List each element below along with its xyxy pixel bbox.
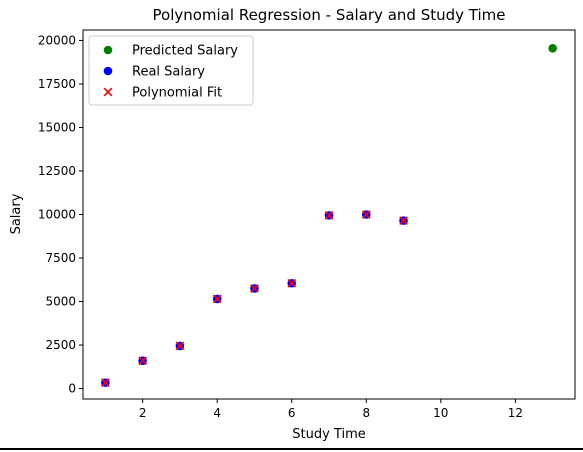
- y-axis-label: Salary: [9, 193, 24, 234]
- legend-label: Polynomial Fit: [132, 86, 222, 101]
- y-tick-label: 7500: [45, 251, 76, 265]
- chart-title: Polynomial Regression - Salary and Study…: [153, 6, 506, 24]
- legend: Predicted Salary Real Salary Polynomial Fi…: [88, 35, 254, 106]
- data-point: [250, 284, 259, 293]
- x-tick-label: 10: [433, 406, 448, 420]
- y-tick-label: 20000: [38, 33, 76, 47]
- y-tick-label: 2500: [45, 338, 76, 352]
- plot-area: [100, 43, 557, 388]
- x-axis-label: Study Time: [292, 427, 365, 442]
- x-tick-label: 6: [288, 406, 296, 420]
- data-point: [138, 356, 148, 366]
- x-tick-label: 8: [362, 406, 370, 420]
- legend-label: Predicted Salary: [132, 44, 238, 59]
- y-tick-label: 5000: [45, 295, 76, 309]
- data-point: [361, 210, 371, 219]
- legend-marker: [103, 87, 113, 97]
- x-tick-label: 2: [139, 406, 147, 420]
- data-point: [548, 43, 557, 53]
- legend-marker: [103, 66, 113, 76]
- y-tick-label: 17500: [38, 77, 76, 91]
- y-tick-label: 10000: [38, 208, 76, 222]
- legend-label: Real Salary: [132, 65, 205, 80]
- y-tick-label: 15000: [38, 120, 76, 134]
- data-point: [100, 378, 110, 388]
- data-point: [287, 278, 297, 288]
- legend-box: [88, 35, 254, 106]
- x-tick-label: 12: [508, 406, 523, 420]
- data-point: [399, 216, 408, 225]
- y-tick-label: 0: [68, 382, 76, 396]
- bottom-divider: [0, 448, 583, 450]
- x-tick-label: 4: [213, 406, 221, 420]
- legend-marker: [103, 45, 113, 55]
- data-point: [212, 294, 222, 304]
- y-tick-label: 12500: [38, 164, 76, 178]
- data-point: [175, 341, 185, 351]
- data-point: [324, 211, 334, 220]
- axes: 2 4 6 8 10 12 0 2500 5000 7500 10000 12500 15000 1750…: [38, 29, 576, 420]
